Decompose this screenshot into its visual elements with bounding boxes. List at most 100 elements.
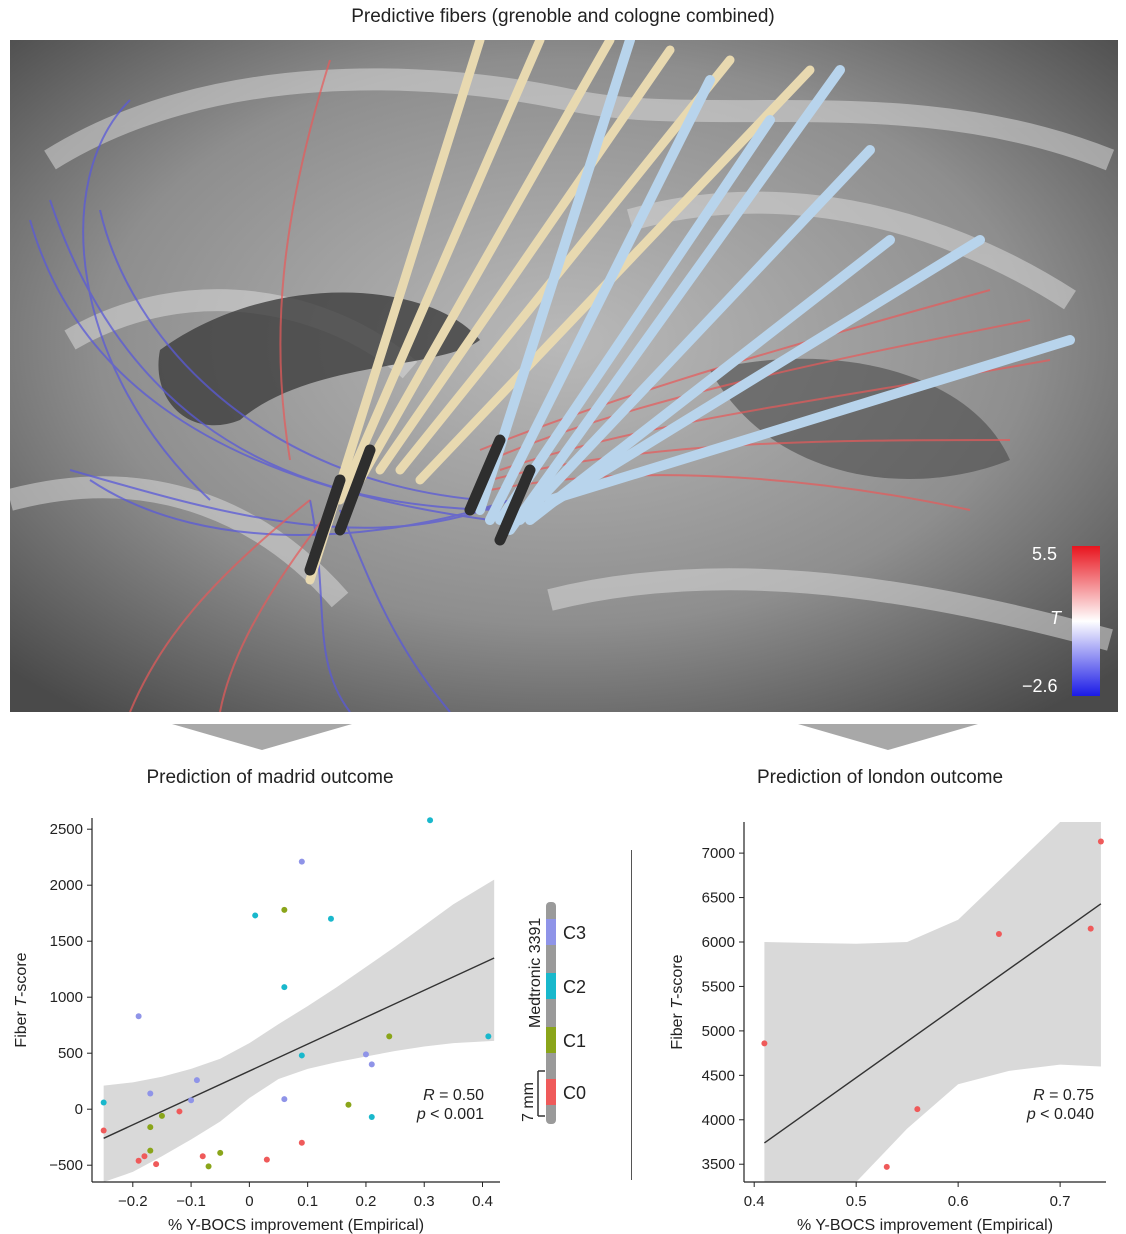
london-x-axis-label: % Y-BOCS improvement (Empirical) [797, 1217, 1053, 1234]
madrid-point-c0 [135, 1157, 142, 1164]
madrid-point-c3 [135, 1013, 142, 1020]
madrid-confidence-band [103, 879, 495, 1182]
electrode-model-label: Medtronic 3391 [527, 918, 544, 1028]
blue-fibers [29, 99, 511, 712]
right-chart-title: Prediction of london outcome [756, 767, 1004, 788]
electrode-contact-c3 [546, 919, 556, 945]
arrow-down-left-icon [172, 724, 352, 750]
london-y-tick-label: 4500 [702, 1067, 735, 1084]
electrode-contact-c2 [546, 973, 556, 999]
madrid-point-c3 [188, 1097, 195, 1104]
london-fit-line [763, 903, 1102, 1144]
electrode-contact-label: C3 [563, 923, 586, 943]
madrid-point-c2 [298, 1052, 305, 1059]
madrid-y-tick-label: 500 [58, 1045, 83, 1062]
london-scatter-chart: 0.4 0.5 0.6 0.7 3500 4000 4500 5000 5500 6000 6500… [669, 822, 1106, 1234]
london-y-tick-label: 5000 [702, 1023, 735, 1040]
madrid-x-tick-label: 0.2 [356, 1193, 377, 1210]
colorbar-max-label: 5.5 [1032, 544, 1058, 564]
london-point-c0 [995, 931, 1002, 937]
madrid-point-c3 [362, 1051, 369, 1058]
madrid-point-c1 [147, 1124, 154, 1131]
electrode-contact-c0 [546, 1079, 556, 1105]
london-x-tick-label: 0.6 [948, 1193, 969, 1210]
madrid-point-c3 [281, 1096, 288, 1103]
london-point-c0 [761, 1040, 768, 1047]
madrid-point-c0 [298, 1139, 305, 1146]
madrid-point-c2 [252, 912, 259, 919]
madrid-point-c0 [141, 1153, 148, 1160]
madrid-point-c1 [281, 906, 288, 913]
madrid-point-c0 [153, 1161, 160, 1168]
electrode-leads-blue [475, 40, 1075, 535]
left-chart-title: Prediction of madrid outcome [146, 767, 394, 788]
london-y-tick-label: 5500 [702, 978, 735, 995]
london-point-c0 [1087, 925, 1094, 932]
electrode-contact-label: C1 [563, 1031, 586, 1051]
colorbar-axis-label: T [1050, 608, 1061, 628]
brain-fiber-render [10, 40, 1118, 712]
madrid-point-c2 [427, 817, 434, 824]
madrid-x-tick-label: 0 [245, 1193, 253, 1210]
electrode-contact-c1 [546, 1027, 556, 1053]
madrid-y-tick-label: 1500 [50, 933, 83, 950]
madrid-point-c2 [100, 1099, 107, 1106]
madrid-x-axis-label: % Y-BOCS improvement (Empirical) [168, 1217, 424, 1234]
london-confidence-band [764, 822, 1101, 1182]
colorbar-min-label: −2.6 [1022, 676, 1058, 696]
electrode-contact-label: C0 [563, 1083, 586, 1103]
london-y-axis-label: Fiber T-score [669, 954, 686, 1049]
electrode-legend: Medtronic 3391 C3 C2 C1 C0 7 mm [520, 902, 586, 1124]
london-y-tick-label: 3500 [702, 1156, 735, 1173]
madrid-stat-r: R = 0.50 [423, 1087, 484, 1104]
madrid-x-tick-label: 0.3 [414, 1193, 435, 1210]
madrid-point-c0 [176, 1108, 183, 1115]
london-point-c0 [1097, 838, 1104, 845]
ventricle [158, 292, 480, 426]
london-y-tick-label: 4000 [702, 1112, 735, 1129]
madrid-point-c2 [327, 915, 334, 922]
london-point-c0 [883, 1163, 890, 1170]
electrode-contacts [304, 434, 536, 576]
madrid-x-tick-label: 0.1 [297, 1193, 318, 1210]
madrid-point-c2 [281, 984, 288, 991]
madrid-point-c3 [368, 1061, 375, 1068]
dark-region [710, 358, 1010, 480]
arrow-down-right-icon [798, 724, 978, 750]
madrid-point-c2 [368, 1114, 375, 1121]
madrid-scatter-chart: −0.2 −0.1 0 0.1 0.2 0.3 0.4 −500 0 500 1000 1500 200… [13, 817, 500, 1234]
madrid-y-tick-label: −500 [49, 1157, 83, 1174]
madrid-point-c1 [345, 1101, 352, 1108]
madrid-point-c0 [100, 1127, 107, 1134]
panel-divider [631, 850, 632, 1180]
brain-folds [10, 68, 1115, 651]
london-x-tick-label: 0.5 [846, 1193, 867, 1210]
madrid-y-axis-label: Fiber T-score [13, 952, 30, 1047]
figure-title: Predictive fibers (grenoble and cologne … [351, 6, 775, 27]
electrode-contact-label: C2 [563, 977, 586, 997]
madrid-point-c1 [205, 1163, 212, 1170]
madrid-point-c1 [147, 1147, 154, 1154]
madrid-point-c1 [217, 1149, 224, 1156]
madrid-y-tick-label: 0 [75, 1101, 83, 1118]
madrid-y-tick-label: 2000 [50, 877, 83, 894]
london-stat-r: R = 0.75 [1033, 1087, 1094, 1104]
madrid-point-c2 [485, 1033, 492, 1040]
london-point-c0 [914, 1106, 921, 1113]
london-y-tick-label: 6000 [702, 934, 735, 951]
madrid-point-c3 [298, 858, 305, 865]
madrid-point-c3 [147, 1090, 154, 1097]
london-y-tick-label: 6500 [702, 890, 735, 907]
madrid-point-c0 [199, 1153, 206, 1160]
madrid-stat-p: p < 0.001 [416, 1106, 484, 1123]
electrode-scale-label: 7 mm [520, 1082, 537, 1122]
madrid-x-tick-label: −0.2 [118, 1193, 148, 1210]
london-x-tick-label: 0.7 [1050, 1193, 1071, 1210]
madrid-x-tick-label: −0.1 [176, 1193, 206, 1210]
madrid-point-c1 [158, 1112, 165, 1119]
london-stat-p: p < 0.040 [1026, 1106, 1094, 1123]
colorbar [1072, 546, 1100, 696]
madrid-point-c0 [263, 1156, 270, 1163]
madrid-x-tick-label: 0.4 [472, 1193, 493, 1210]
madrid-y-tick-label: 1000 [50, 989, 83, 1006]
